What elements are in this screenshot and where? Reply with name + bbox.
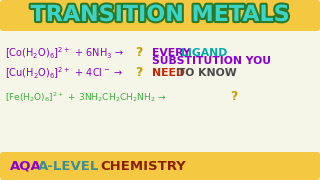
Text: EVERY: EVERY (152, 48, 194, 58)
Text: AQA: AQA (10, 159, 42, 172)
Text: $[\mathregular{Co(H_2O)_6}]^{2+}$$\,+\,6\mathregular{NH_3}\,\rightarrow$: $[\mathregular{Co(H_2O)_6}]^{2+}$$\,+\,6… (5, 45, 124, 61)
FancyBboxPatch shape (0, 152, 320, 180)
Text: ?: ? (135, 66, 142, 80)
Text: LIGAND: LIGAND (181, 48, 228, 58)
Text: $[\mathregular{Cu(H_2O)_6}]^{2+}$$\,+\,4\mathregular{Cl^-}\,\rightarrow$: $[\mathregular{Cu(H_2O)_6}]^{2+}$$\,+\,4… (5, 65, 124, 81)
Text: CHEMISTRY: CHEMISTRY (100, 159, 186, 172)
Text: ?: ? (230, 91, 237, 104)
Text: $[\mathregular{Fe(H_2O)_6}]^{2+}$$\,+\,3\mathregular{NH_2CH_2CH_2NH_2}\,\rightar: $[\mathregular{Fe(H_2O)_6}]^{2+}$$\,+\,3… (5, 90, 167, 104)
Text: SUBSTITUTION YOU: SUBSTITUTION YOU (152, 56, 271, 66)
Text: NEED: NEED (152, 68, 185, 78)
Text: A-LEVEL: A-LEVEL (38, 159, 100, 172)
Text: ?: ? (135, 46, 142, 60)
FancyBboxPatch shape (0, 0, 320, 31)
Text: TRANSITION METALS: TRANSITION METALS (31, 5, 289, 25)
Text: TO KNOW: TO KNOW (174, 68, 237, 78)
